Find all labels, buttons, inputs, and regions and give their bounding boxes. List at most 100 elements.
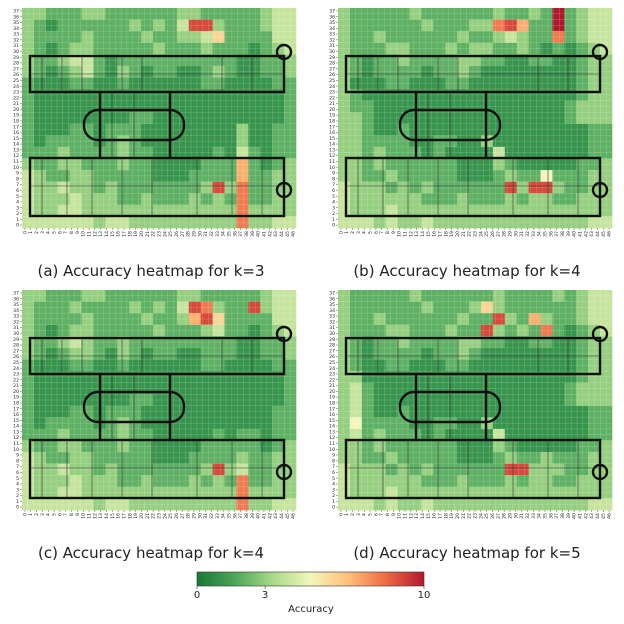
heatmap-cell — [338, 65, 351, 78]
heatmap-cell — [349, 371, 363, 383]
heatmap-cell — [105, 65, 118, 78]
heatmap-cell — [284, 452, 297, 464]
x-tick-label: 33 — [531, 231, 537, 237]
heatmap-cell — [93, 290, 106, 302]
heatmap-cell — [212, 290, 225, 302]
heatmap-cell — [564, 112, 577, 125]
heatmap-cell — [504, 463, 517, 476]
heatmap-cell — [284, 65, 297, 78]
x-tick-label: 20 — [139, 513, 145, 519]
heatmap-cell — [188, 65, 201, 78]
x-tick-label: 31 — [519, 231, 525, 237]
heatmap-cell — [260, 123, 273, 136]
heatmap-cell — [433, 359, 446, 372]
heatmap-cell — [600, 158, 613, 171]
heatmap-cell — [480, 170, 494, 182]
heatmap-cell — [188, 463, 201, 476]
x-tick-label: 28 — [502, 231, 508, 237]
y-tick-label: 10 — [13, 447, 19, 453]
heatmap-cell — [141, 19, 154, 32]
heatmap-cell — [516, 463, 529, 476]
heatmap-cell — [528, 65, 541, 78]
heatmap-cell — [421, 394, 434, 407]
x-tick-label: 26 — [490, 513, 496, 519]
heatmap-cell — [528, 135, 541, 148]
heatmap-cell — [236, 193, 249, 206]
heatmap-cell — [552, 313, 565, 326]
heatmap-cell — [57, 301, 70, 314]
heatmap-cell — [188, 347, 201, 360]
heatmap-cell — [164, 301, 178, 314]
y-tick-label: 2 — [332, 211, 335, 217]
x-tick-label: 12 — [92, 231, 98, 237]
heatmap-cell — [373, 405, 386, 418]
x-tick-label: 44 — [595, 513, 601, 519]
heatmap-cell — [433, 216, 446, 229]
heatmap-cell — [105, 452, 118, 464]
heatmap-cell — [421, 170, 434, 182]
heatmap-cell — [564, 336, 577, 349]
heatmap-cell — [248, 417, 261, 430]
heatmap-cell — [81, 371, 94, 383]
heatmap-cell — [385, 359, 398, 372]
heatmap-cell — [188, 452, 201, 464]
heatmap-cell — [492, 135, 506, 148]
x-tick-label: 23 — [157, 513, 163, 519]
heatmap-cell — [57, 123, 70, 136]
heatmap-cell — [129, 382, 142, 395]
x-tick-label: 40 — [256, 513, 262, 519]
heatmap-cell — [564, 405, 577, 418]
heatmap-cell — [373, 382, 386, 395]
heatmap-cell — [57, 382, 70, 395]
heatmap-cell — [552, 463, 565, 476]
x-tick-label: 17 — [122, 513, 128, 519]
heatmap-cell — [224, 54, 237, 67]
heatmap-cell — [433, 336, 446, 349]
y-tick-label: 3 — [332, 205, 335, 211]
heatmap-cell — [349, 382, 363, 395]
heatmap-cell — [588, 394, 601, 407]
x-tick-label: 38 — [560, 513, 566, 519]
heatmap-cell — [576, 336, 589, 349]
heatmap-cell — [224, 100, 237, 113]
x-tick-label: 6 — [373, 231, 379, 234]
heatmap-cell — [224, 371, 237, 383]
heatmap-cell — [176, 440, 190, 453]
heatmap-cell — [188, 146, 201, 159]
heatmap-cell — [129, 89, 142, 101]
heatmap-cell — [457, 19, 470, 32]
x-tick-label: 42 — [583, 231, 589, 237]
heatmap-cell — [260, 417, 273, 430]
heatmap-cell — [457, 100, 470, 113]
heatmap-cell — [409, 463, 422, 476]
heatmap-cell — [492, 290, 506, 302]
heatmap-cell — [272, 382, 285, 395]
heatmap-cell — [588, 440, 601, 453]
heatmap-cell — [457, 486, 470, 499]
x-tick-label: 1 — [344, 231, 350, 234]
x-tick-label: 17 — [438, 231, 444, 237]
heatmap-cell — [540, 135, 553, 148]
x-tick-label: 3 — [40, 513, 46, 516]
heatmap-cell — [188, 313, 201, 326]
heatmap-cell — [129, 301, 142, 314]
heatmap-cell — [433, 19, 446, 32]
heatmap-cell — [69, 158, 82, 171]
heatmap-cell — [528, 428, 541, 441]
heatmap-cell — [248, 19, 261, 32]
heatmap-cell — [212, 359, 225, 372]
heatmap-cell — [284, 475, 297, 488]
heatmap-cell — [153, 498, 166, 511]
heatmap-cell — [516, 301, 529, 314]
heatmap-cell — [105, 371, 118, 383]
heatmap-cell — [552, 216, 565, 229]
heatmap-cell — [528, 475, 541, 488]
heatmap-cell — [338, 324, 351, 337]
heatmap-cell — [409, 324, 422, 337]
heatmap-cell — [552, 347, 565, 360]
heatmap-cell — [22, 394, 35, 407]
heatmap-cell — [129, 347, 142, 360]
heatmap-cell — [236, 65, 249, 78]
heatmap-cell — [445, 486, 458, 499]
heatmap-cell — [272, 170, 285, 182]
